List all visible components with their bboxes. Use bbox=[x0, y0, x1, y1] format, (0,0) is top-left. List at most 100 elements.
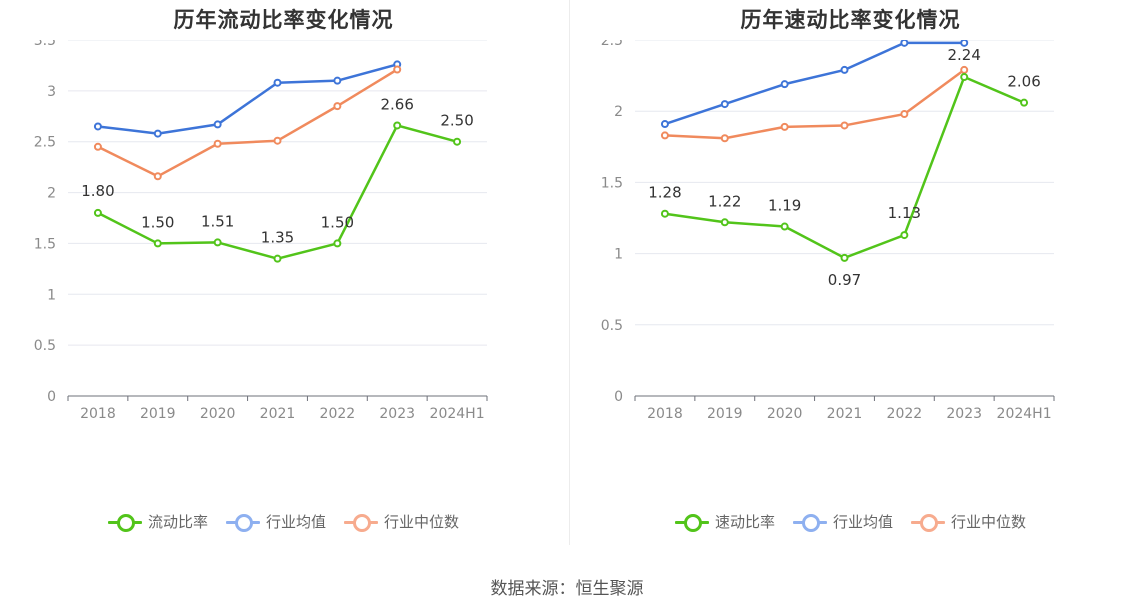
legend-label: 行业中位数 bbox=[951, 513, 1027, 531]
data-point bbox=[780, 222, 789, 231]
data-point bbox=[660, 120, 669, 129]
data-point bbox=[840, 121, 849, 130]
data-point bbox=[93, 142, 102, 151]
legend-marker-median bbox=[344, 512, 378, 532]
legend-marker-avg bbox=[792, 512, 827, 532]
x-tick-label: 2023 bbox=[379, 406, 415, 422]
data-label: 1.50 bbox=[321, 213, 354, 231]
y-tick-label: 0.5 bbox=[601, 318, 623, 334]
x-tick-label: 2020 bbox=[767, 406, 803, 422]
data-point bbox=[960, 65, 969, 74]
y-tick-label: 2.5 bbox=[601, 40, 623, 49]
y-tick-label: 1 bbox=[47, 287, 56, 303]
data-point bbox=[273, 136, 282, 145]
data-point bbox=[780, 80, 789, 89]
y-tick-label: 2.5 bbox=[34, 135, 56, 151]
data-point bbox=[720, 218, 729, 227]
y-tick-label: 0 bbox=[47, 389, 56, 405]
data-label: 1.50 bbox=[141, 213, 174, 231]
legend-marker-median bbox=[911, 512, 945, 532]
y-tick-label: 0.5 bbox=[34, 338, 56, 354]
data-point bbox=[900, 110, 909, 119]
legend-item-main[interactable]: 流动比率 bbox=[107, 511, 208, 532]
data-point bbox=[1020, 98, 1029, 107]
series-line bbox=[97, 68, 398, 178]
x-tick-label: 2024H1 bbox=[997, 406, 1052, 422]
data-label: 2.24 bbox=[948, 46, 981, 64]
data-point bbox=[333, 76, 342, 85]
data-point bbox=[780, 122, 789, 131]
data-point bbox=[153, 129, 162, 138]
data-label: 2.50 bbox=[440, 112, 473, 130]
data-label: 0.97 bbox=[828, 271, 861, 289]
data-label: 1.51 bbox=[201, 212, 234, 230]
data-label: 1.22 bbox=[708, 192, 741, 210]
y-tick-label: 1.5 bbox=[34, 236, 56, 252]
legend-item-avg[interactable]: 行业均值 bbox=[225, 511, 326, 532]
data-point bbox=[720, 134, 729, 143]
data-point bbox=[960, 73, 969, 82]
legend-marker-main bbox=[107, 512, 142, 532]
legend-label: 行业中位数 bbox=[384, 513, 460, 531]
quick-ratio-chart: 0 0.5 1 1.5 2 2.5 2018 2019 2020 2021 2022 2023 2024… bbox=[601, 40, 1055, 422]
data-point bbox=[153, 239, 162, 248]
data-label: 1.28 bbox=[648, 184, 681, 202]
data-point bbox=[660, 131, 669, 140]
legend-item-main[interactable]: 速动比率 bbox=[674, 511, 775, 532]
quick-ratio-panel: 历年速动比率变化情况 0 0.5 1 1.5 2 2.5 2018 2019 2020 2021 2… bbox=[567, 0, 1134, 560]
data-point bbox=[93, 122, 102, 131]
data-label: 1.19 bbox=[768, 197, 801, 215]
y-tick-label: 2 bbox=[47, 186, 56, 202]
chart-title: 历年流动比率变化情况 bbox=[173, 8, 394, 32]
x-tick-label: 2023 bbox=[946, 406, 982, 422]
data-point bbox=[93, 208, 102, 217]
panel-divider bbox=[569, 0, 570, 545]
data-point bbox=[213, 238, 222, 247]
data-point bbox=[213, 120, 222, 129]
data-point bbox=[660, 209, 669, 218]
x-tick-label: 2021 bbox=[260, 406, 296, 422]
series-line bbox=[664, 75, 1025, 260]
data-point bbox=[840, 253, 849, 262]
data-point bbox=[960, 40, 969, 47]
x-tick-label: 2018 bbox=[80, 406, 116, 422]
data-point bbox=[333, 239, 342, 248]
x-tick-label: 2024H1 bbox=[430, 406, 485, 422]
y-tick-label: 3 bbox=[47, 84, 56, 100]
data-point bbox=[393, 65, 402, 74]
x-tick-label: 2022 bbox=[320, 406, 356, 422]
data-point bbox=[900, 40, 909, 47]
data-label: 2.06 bbox=[1007, 73, 1040, 91]
legend-marker-avg bbox=[225, 512, 260, 532]
data-point bbox=[273, 78, 282, 87]
data-point bbox=[453, 137, 462, 146]
legend: 速动比率 行业均值 行业中位数 bbox=[567, 511, 1134, 532]
legend-item-median[interactable]: 行业中位数 bbox=[344, 511, 459, 532]
data-point bbox=[840, 65, 849, 74]
chart-title: 历年速动比率变化情况 bbox=[740, 8, 961, 32]
y-tick-label: 2 bbox=[614, 104, 623, 120]
x-tick-label: 2018 bbox=[647, 406, 683, 422]
data-label: 1.35 bbox=[261, 229, 294, 247]
current-ratio-chart: 0 0.5 1 1.5 2 2.5 3 3.5 2018 2019 2020 2021 2022 2023… bbox=[34, 40, 488, 422]
series-line bbox=[664, 68, 965, 140]
legend-item-median[interactable]: 行业中位数 bbox=[911, 511, 1026, 532]
series-line bbox=[97, 63, 398, 135]
x-tick-label: 2022 bbox=[887, 406, 923, 422]
legend-label: 流动比率 bbox=[147, 513, 208, 531]
x-tick-label: 2021 bbox=[827, 406, 863, 422]
x-tick-label: 2020 bbox=[200, 406, 236, 422]
data-point bbox=[213, 139, 222, 148]
x-tick-label: 2019 bbox=[140, 406, 176, 422]
legend: 流动比率 行业均值 行业中位数 bbox=[0, 511, 567, 532]
data-point bbox=[900, 231, 909, 240]
data-point bbox=[153, 172, 162, 181]
data-label: 1.80 bbox=[81, 182, 114, 200]
data-point bbox=[393, 121, 402, 130]
legend-label: 速动比率 bbox=[714, 513, 775, 531]
series-line bbox=[664, 41, 965, 126]
legend-item-avg[interactable]: 行业均值 bbox=[792, 511, 893, 532]
y-tick-label: 0 bbox=[614, 389, 623, 405]
data-point bbox=[273, 254, 282, 263]
